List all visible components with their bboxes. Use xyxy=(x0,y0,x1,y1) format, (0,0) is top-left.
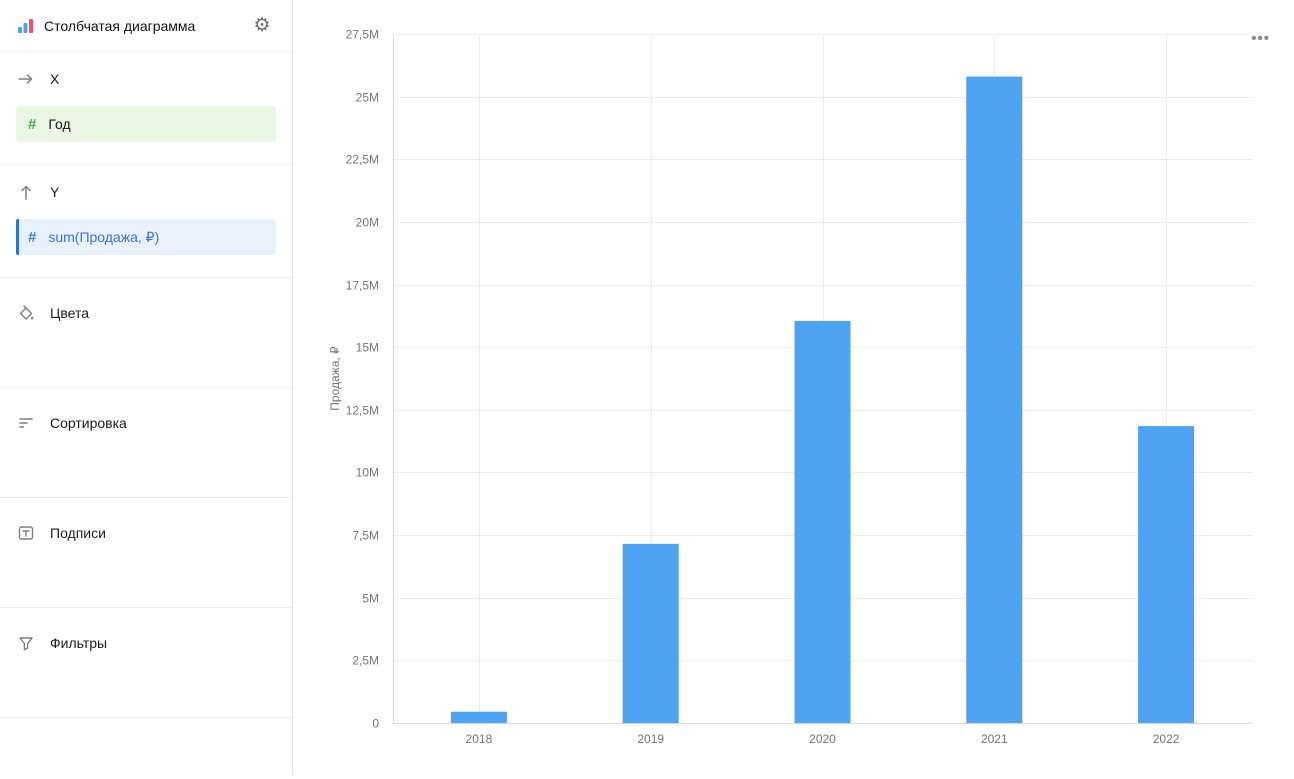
svg-text:10M: 10M xyxy=(356,466,379,480)
section-y: Y # sum(Продажа, ₽) xyxy=(0,165,292,278)
settings-button[interactable]: ⚙ xyxy=(248,12,276,40)
section-labels-header: Подписи xyxy=(16,520,276,546)
bar-2022[interactable] xyxy=(1138,426,1195,723)
svg-text:22,5M: 22,5M xyxy=(346,153,379,167)
svg-text:12,5M: 12,5M xyxy=(346,404,379,418)
sidebar-spacer xyxy=(0,718,292,774)
section-x: X # Год xyxy=(0,52,292,165)
svg-text:2020: 2020 xyxy=(809,732,836,746)
field-chip-year[interactable]: # Год xyxy=(16,106,276,142)
section-x-label: X xyxy=(50,71,60,87)
section-colors-header: Цвета xyxy=(16,300,276,326)
chart-type-title: Столбчатая диаграмма xyxy=(44,17,196,34)
svg-text:2,5M: 2,5M xyxy=(352,654,379,668)
section-colors-label: Цвета xyxy=(50,305,89,321)
svg-text:5M: 5M xyxy=(362,592,379,606)
funnel-icon xyxy=(16,633,36,653)
paint-bucket-icon xyxy=(16,303,36,323)
section-y-header: Y xyxy=(16,179,276,205)
bar-chart: 0 2,5M 5M 7,5M 10M 12,5M 15M 17,5M 20M 22,5M 25M 27… xyxy=(328,28,1252,746)
ellipsis-icon: ••• xyxy=(1251,30,1270,47)
bar-chart-logo-icon xyxy=(16,17,34,35)
svg-text:25M: 25M xyxy=(356,91,379,105)
svg-text:2022: 2022 xyxy=(1153,732,1180,746)
section-colors: Цвета xyxy=(0,278,292,388)
number-field-icon: # xyxy=(28,115,37,133)
section-sorting-label: Сортировка xyxy=(50,415,127,431)
number-field-icon: # xyxy=(28,228,37,246)
svg-text:20M: 20M xyxy=(356,216,379,230)
section-y-label: Y xyxy=(50,184,60,200)
svg-text:17,5M: 17,5M xyxy=(346,279,379,293)
svg-text:2018: 2018 xyxy=(466,732,493,746)
section-sorting-header: Сортировка xyxy=(16,410,276,436)
sort-icon xyxy=(16,413,36,433)
section-x-header: X xyxy=(16,66,276,92)
bar-2019[interactable] xyxy=(622,543,679,723)
svg-text:27,5M: 27,5M xyxy=(346,28,379,42)
chart-menu-button[interactable]: ••• xyxy=(1247,28,1274,49)
svg-text:2021: 2021 xyxy=(981,732,1008,746)
section-labels-label: Подписи xyxy=(50,525,106,541)
section-sorting: Сортировка xyxy=(0,388,292,498)
bar-2018[interactable] xyxy=(450,711,507,723)
x-axis-icon xyxy=(16,69,36,89)
svg-text:7,5M: 7,5M xyxy=(352,529,379,543)
bar-2020[interactable] xyxy=(794,320,851,723)
svg-text:0: 0 xyxy=(372,717,379,731)
bar-2021[interactable] xyxy=(966,76,1023,724)
sidebar: Столбчатая диаграмма ⚙ X # Год xyxy=(0,0,293,774)
field-chip-label: Год xyxy=(48,116,71,132)
field-chip-sum-sales[interactable]: # sum(Продажа, ₽) xyxy=(16,219,276,255)
y-axis-title: Продажа, ₽ xyxy=(328,346,342,411)
gear-icon: ⚙ xyxy=(253,15,271,36)
section-filters: Фильтры xyxy=(0,608,292,718)
chart-panel: ••• 0 2,5M 5M 7,5M 10M 12,5M 15M 17,5M 20M 22,5M 2… xyxy=(293,0,1294,774)
text-label-icon xyxy=(16,523,36,543)
svg-text:15M: 15M xyxy=(356,341,379,355)
y-axis-icon xyxy=(16,182,36,202)
svg-text:2019: 2019 xyxy=(637,732,664,746)
section-filters-header: Фильтры xyxy=(16,630,276,656)
section-filters-label: Фильтры xyxy=(50,635,108,651)
sidebar-header: Столбчатая диаграмма ⚙ xyxy=(0,0,292,52)
section-labels: Подписи xyxy=(0,498,292,608)
field-chip-label: sum(Продажа, ₽) xyxy=(48,228,160,245)
